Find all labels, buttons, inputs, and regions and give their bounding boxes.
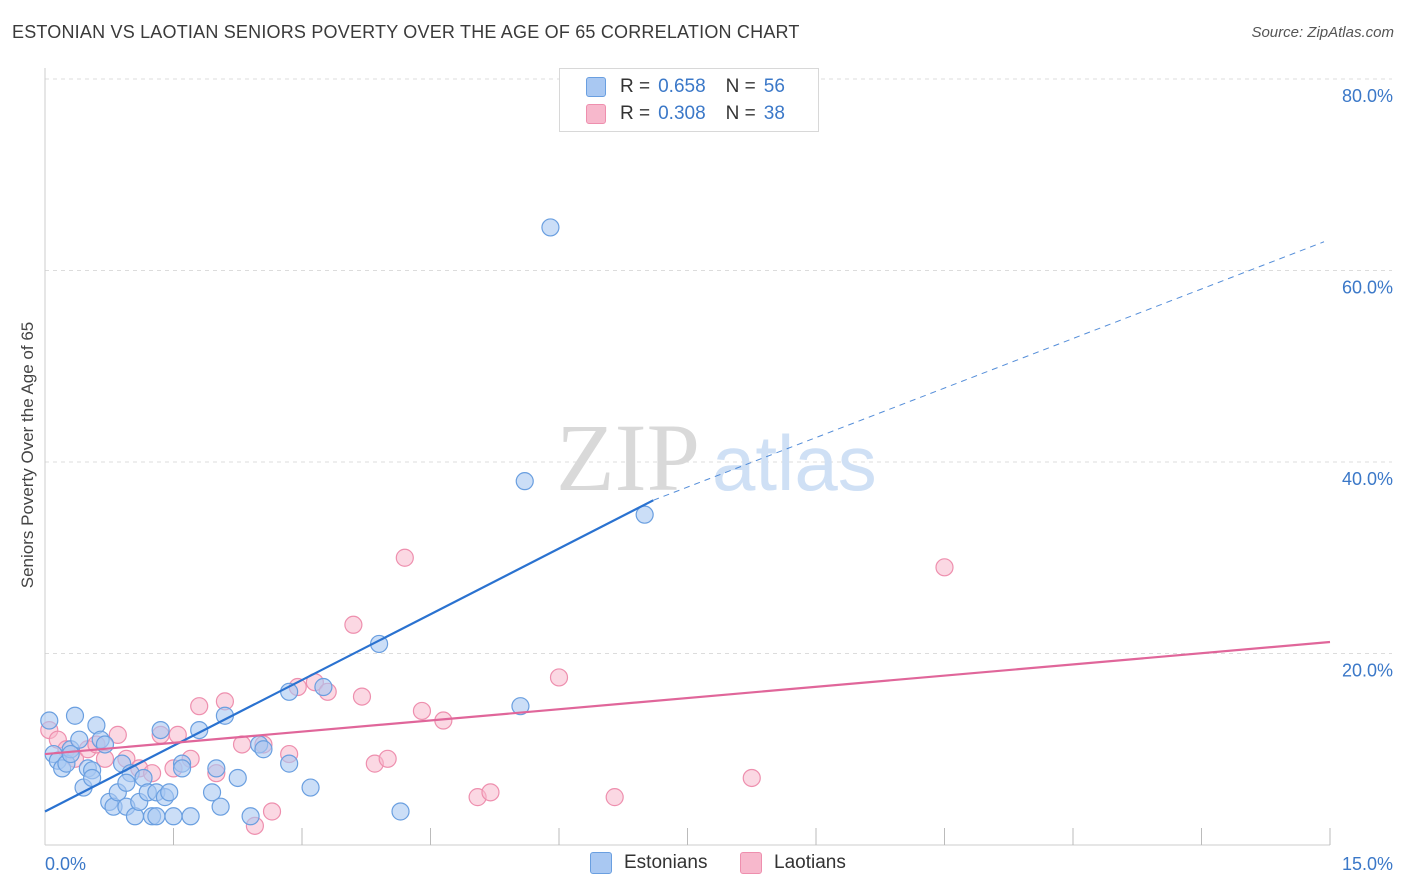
legend-row-laotians: R = 0.308 N = 38 — [586, 101, 785, 127]
estonians-point — [202, 783, 222, 802]
laotians-point — [412, 701, 432, 721]
estonians-point — [65, 706, 85, 725]
estonians-trend-line — [44, 499, 654, 813]
estonians-point — [515, 472, 534, 491]
estonians-point — [40, 711, 59, 730]
legend-swatch-estonians — [586, 77, 606, 97]
series-estonians-points — [40, 218, 654, 826]
laotians-point — [395, 548, 414, 567]
legend-swatch-laotians — [586, 104, 606, 124]
estonians-point — [280, 754, 299, 773]
estonians-point — [254, 740, 273, 759]
y-tick-label: 40.0% — [1342, 469, 1393, 489]
legend-n-label: N = — [725, 76, 756, 97]
tick-labels: 20.0% 40.0% 60.0% 80.0% 0.0% 15.0% — [45, 86, 1393, 874]
estonians-point — [172, 759, 192, 778]
estonians-point — [61, 744, 80, 764]
laotians-point — [262, 802, 282, 821]
chart-title: ESTONIAN VS LAOTIAN SENIORS POVERTY OVER… — [12, 22, 800, 42]
laotians-point — [344, 615, 363, 634]
estonians-point — [541, 218, 560, 237]
x-tick-label: 15.0% — [1342, 854, 1393, 874]
estonians-point — [301, 778, 320, 797]
estonians-point — [181, 807, 200, 826]
x-tick-label: 0.0% — [45, 854, 86, 874]
legend-label-estonians: Estonians — [624, 852, 708, 873]
legend-r-label: R = — [620, 103, 651, 124]
y-axis-title: Seniors Poverty Over the Age of 65 — [18, 322, 37, 588]
laotians-point — [935, 558, 954, 577]
watermark-zip: ZIP — [556, 404, 700, 511]
source-label: Source: ZipAtlas.com — [1251, 24, 1394, 41]
estonians-point — [70, 730, 89, 749]
estonians-point — [228, 768, 247, 788]
estonians-point — [635, 505, 654, 524]
estonians-point — [117, 773, 136, 792]
legend-row-estonians: R = 0.658 N = 56 — [586, 74, 785, 100]
legend-n-label: N = — [725, 103, 756, 124]
legend-n-value: 56 — [763, 76, 785, 97]
legend-n-value: 38 — [763, 103, 785, 124]
laotians-point — [378, 749, 397, 768]
laotians-point — [352, 687, 372, 706]
laotians-trend-line — [44, 640, 1331, 756]
series-legend: Estonians Laotians — [0, 852, 1406, 878]
legend-swatch-laotians — [740, 852, 762, 874]
laotians-point — [481, 783, 500, 802]
legend-r-value: 0.658 — [658, 76, 706, 97]
laotians-point — [742, 768, 761, 788]
legend-r-label: R = — [620, 76, 651, 97]
estonians-point — [147, 807, 166, 826]
legend-swatch-estonians — [590, 852, 612, 874]
watermark: ZIP atlas — [556, 404, 877, 511]
estonians-point — [164, 807, 183, 826]
legend-label-laotians: Laotians — [774, 852, 846, 873]
estonians-point — [314, 677, 333, 697]
trend-lines — [44, 241, 1331, 813]
estonians-point — [160, 783, 179, 802]
grid — [45, 78, 1392, 654]
y-tick-label: 20.0% — [1342, 661, 1393, 681]
estonians-point — [391, 802, 410, 821]
estonians-point — [511, 697, 530, 716]
correlation-legend: R = 0.658 N = 56 R = 0.308 N = 38 — [559, 68, 819, 132]
legend-item-laotians: Laotians — [740, 852, 846, 874]
estonians-point — [211, 797, 230, 816]
laotians-point — [549, 668, 569, 687]
legend-item-estonians: Estonians — [590, 852, 707, 874]
estonians-point — [151, 720, 170, 740]
laotians-point — [190, 697, 209, 716]
estonians-trend-extension — [653, 241, 1325, 501]
estonians-point — [207, 759, 226, 778]
laotians-point — [108, 725, 127, 744]
laotians-point — [605, 788, 624, 807]
y-tick-label: 80.0% — [1342, 86, 1393, 106]
y-tick-label: 60.0% — [1342, 278, 1393, 298]
legend-r-value: 0.308 — [658, 103, 706, 124]
laotians-point — [232, 735, 252, 754]
watermark-atlas: atlas — [712, 419, 877, 507]
estonians-point — [241, 807, 260, 826]
